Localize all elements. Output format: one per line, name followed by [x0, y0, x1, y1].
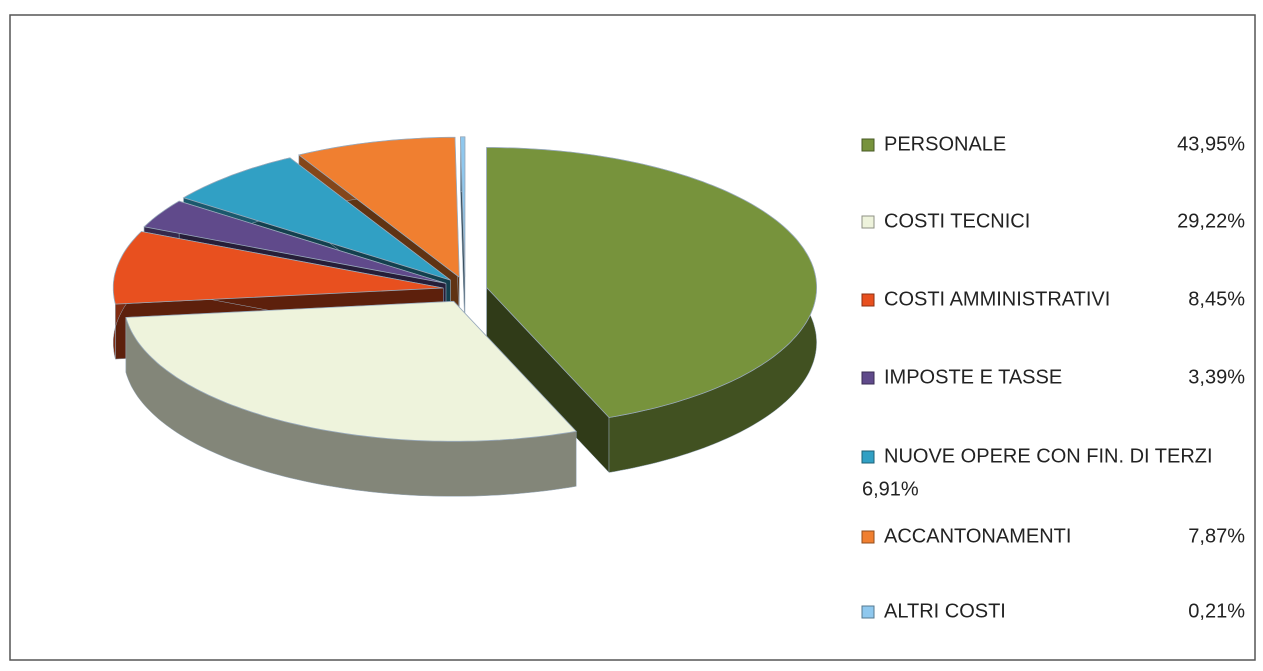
slice: [125, 300, 577, 497]
slice: [460, 136, 466, 332]
legend-value: 7,87%: [1188, 525, 1245, 547]
legend-value: 3,39%: [1188, 366, 1245, 388]
legend-swatch: [861, 605, 875, 619]
slice-top: [143, 200, 447, 284]
legend-value: 6,91%: [862, 478, 919, 500]
legend-label: ACCANTONAMENTI: [884, 525, 1071, 547]
legend-value: 8,45%: [1188, 288, 1245, 310]
legend-label: IMPOSTE E TASSE: [884, 366, 1062, 388]
slice-top: [460, 136, 466, 277]
legend-value: 0,21%: [1188, 600, 1245, 622]
legend-swatch: [861, 371, 875, 385]
legend-label: NUOVE OPERE CON FIN. DI TERZI: [884, 445, 1213, 467]
legend-value: 29,22%: [1177, 210, 1245, 232]
slice-top: [112, 231, 444, 305]
slice-top: [486, 147, 818, 418]
legend-swatch: [861, 215, 875, 229]
slice: [486, 147, 818, 474]
legend-label: COSTI AMMINISTRATIVI: [884, 288, 1110, 310]
legend-swatch: [861, 450, 875, 464]
legend-label: PERSONALE: [884, 133, 1006, 155]
legend-swatch: [861, 138, 875, 152]
legend-value: 43,95%: [1177, 133, 1245, 155]
legend-label: ALTRI COSTI: [884, 600, 1006, 622]
legend-swatch: [861, 293, 875, 307]
slice-top: [297, 136, 460, 279]
legend-label: COSTI TECNICI: [884, 210, 1030, 232]
slice-top: [182, 157, 451, 281]
legend-swatch: [861, 530, 875, 544]
slice-top: [125, 300, 577, 442]
